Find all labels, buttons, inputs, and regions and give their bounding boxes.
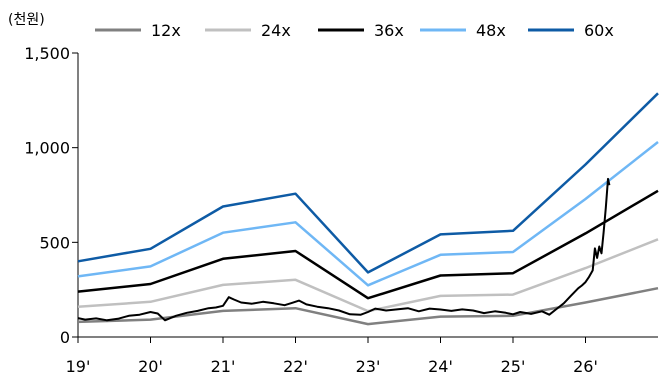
legend-item-36x: 36x [318,21,404,40]
x-tick-label: 26' [573,357,598,376]
y-axis-unit-label: (천원) [8,12,45,28]
y-tick-label: 500 [39,233,70,252]
legend-item-60x: 60x [528,21,614,40]
series-line-36x [77,189,659,300]
price-line [77,177,611,322]
axes: 0 500 1,000 1,500 19' 20' 21' 22' 23' 24' 25' 26' [24,44,658,376]
y-tick-label: 0 [60,328,70,347]
legend-label-12x: 12x [151,21,181,40]
x-tick-label: 22' [283,357,308,376]
x-tick-label: 19' [66,357,91,376]
legend-label-48x: 48x [476,21,506,40]
legend-item-12x: 12x [95,21,181,40]
legend: 12x 24x 36x 48x 60x [95,21,614,40]
y-tick-label: 1,500 [24,44,70,63]
x-tick-label: 24' [428,357,453,376]
y-tick-label: 1,000 [24,139,70,158]
legend-label-24x: 24x [261,21,291,40]
x-tick-label: 23' [356,357,381,376]
series-layer [77,92,659,326]
legend-label-60x: 60x [584,21,614,40]
legend-item-24x: 24x [205,21,291,40]
legend-label-36x: 36x [374,21,404,40]
x-tick-label: 21' [211,357,236,376]
series-line-60x [77,92,659,274]
x-tick-label: 25' [501,357,526,376]
x-tick-label: 20' [138,357,163,376]
legend-item-48x: 48x [420,21,506,40]
series-line-12x [77,286,659,326]
series-line-24x [77,238,659,313]
series-line-48x [77,141,659,287]
